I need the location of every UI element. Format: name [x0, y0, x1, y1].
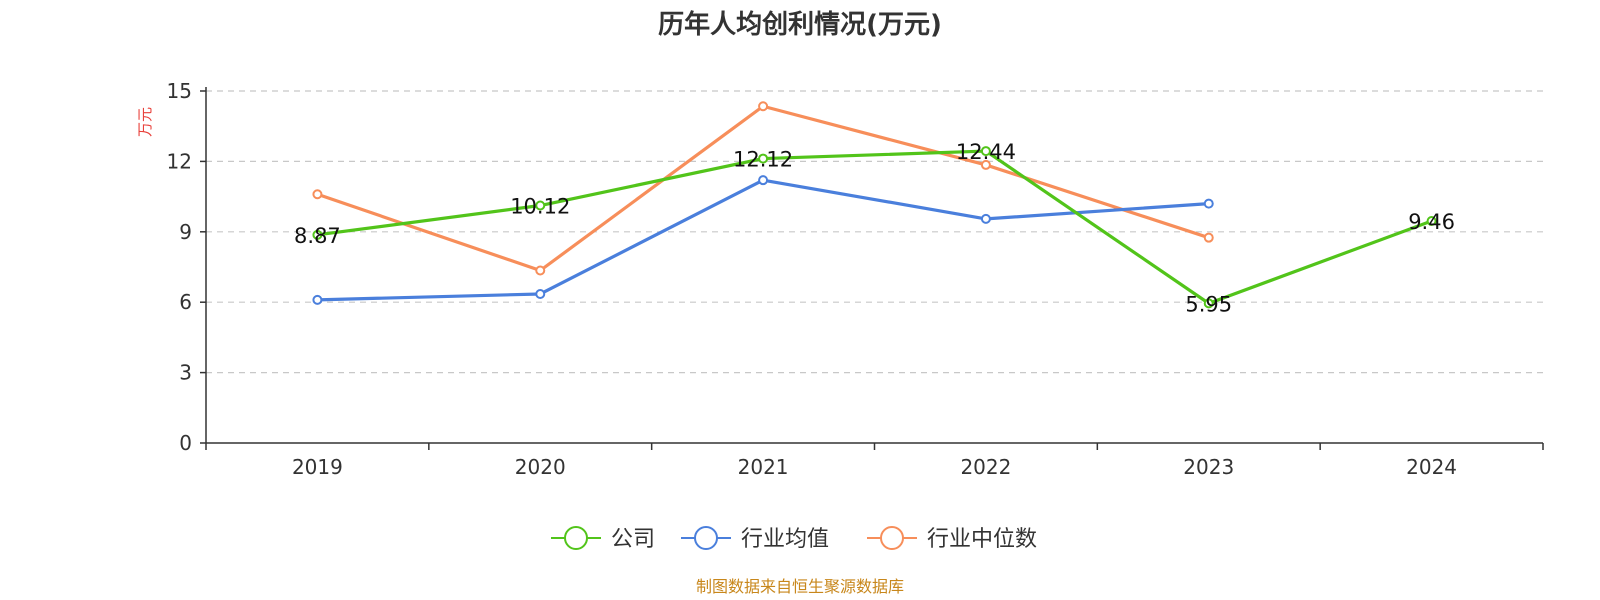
data-label: 8.87 — [294, 224, 341, 248]
data-point — [980, 146, 991, 157]
legend-label: 行业中位数 — [927, 527, 1037, 552]
y-tick-labels: 0 3 6 9 12 15 — [167, 79, 192, 455]
legend-circle-icon — [564, 526, 588, 550]
x-tick-label: 2022 — [960, 455, 1011, 479]
data-point — [980, 213, 991, 224]
legend-circle-icon — [880, 526, 904, 550]
series-layer — [312, 101, 1437, 309]
legend-item-0[interactable]: 公司 — [551, 526, 655, 552]
grid-lines — [206, 90, 1543, 374]
axes — [200, 87, 1544, 450]
legend-label: 公司 — [611, 527, 655, 552]
y-tick-label: 6 — [179, 290, 192, 314]
x-tick-label: 2023 — [1183, 455, 1234, 479]
y-tick-label: 12 — [167, 149, 192, 173]
y-tick-label: 3 — [179, 361, 192, 385]
data-point — [312, 229, 323, 240]
data-point — [758, 101, 769, 112]
data-point — [980, 159, 991, 170]
data-point — [312, 189, 323, 200]
y-tick-label: 9 — [179, 220, 192, 244]
x-tick-label: 2019 — [292, 455, 343, 479]
data-label: 5.95 — [1185, 292, 1232, 316]
data-point — [535, 200, 546, 211]
data-point — [758, 175, 769, 186]
legend-item-1[interactable]: 行业均值 — [681, 526, 829, 552]
data-point — [535, 265, 546, 276]
data-labels: 8.87 10.12 12.12 12.44 5.95 9.46 — [294, 140, 1455, 316]
legend-item-2[interactable]: 行业中位数 — [867, 526, 1037, 552]
data-label: 12.44 — [956, 140, 1016, 164]
x-tick-label: 2024 — [1406, 455, 1457, 479]
data-point — [1203, 298, 1214, 309]
series-line-2 — [315, 104, 1211, 273]
source-note: 制图数据来自恒生聚源数据库 — [696, 577, 904, 596]
data-label: 10.12 — [510, 195, 570, 219]
data-point — [535, 288, 546, 299]
x-tick-label: 2020 — [515, 455, 566, 479]
data-point — [1203, 232, 1214, 243]
data-point — [1426, 216, 1437, 227]
data-point — [758, 153, 769, 164]
y-axis-label: 万元 — [136, 107, 154, 137]
data-point — [1203, 198, 1214, 209]
chart-title: 历年人均创利情况(万元) — [658, 9, 942, 40]
legend-label: 行业均值 — [741, 527, 829, 552]
data-label: 9.46 — [1408, 210, 1455, 234]
data-point — [312, 294, 323, 305]
y-tick-label: 0 — [179, 431, 192, 455]
y-tick-label: 15 — [167, 79, 192, 103]
legend[interactable]: 公司 行业均值 行业中位数 — [551, 526, 1037, 552]
x-tick-labels: 2019 2020 2021 2022 2023 2024 — [292, 455, 1457, 479]
legend-circle-icon — [694, 526, 718, 550]
data-label: 12.12 — [733, 148, 793, 172]
x-tick-label: 2021 — [738, 455, 789, 479]
series-line-0 — [315, 149, 1434, 305]
